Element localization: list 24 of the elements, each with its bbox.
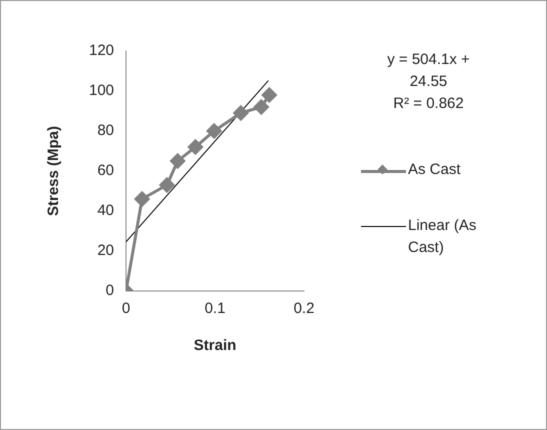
point [159, 178, 174, 192]
text: y = 504.1x + 24.55 [386, 50, 471, 92]
point [206, 124, 222, 138]
text: R² = 0.862 [392, 94, 465, 114]
y-axis-title: Stress (Mpa) [45, 126, 62, 216]
y-tick-label: 40 [97, 202, 114, 220]
y-tick-label: 60 [97, 162, 114, 180]
x-tick-label: 0.2 [294, 300, 314, 318]
point [188, 140, 203, 154]
point [262, 88, 277, 102]
y-tick-label: 120 [88, 42, 114, 60]
point [170, 154, 186, 168]
point [254, 100, 269, 114]
x-tick-label: 0 [122, 300, 130, 318]
y-tick-label: 20 [97, 242, 114, 260]
legend-label: As Cast [408, 160, 462, 180]
y-tick-label: 80 [97, 122, 114, 140]
point [134, 192, 150, 206]
x-tick-label: 0.1 [204, 300, 226, 318]
y-tick-label: 100 [88, 82, 114, 100]
y-tick-label: 0 [106, 282, 114, 300]
point [233, 106, 248, 120]
legend-label: Linear (As Cast) [408, 216, 478, 258]
x-axis-title: Strain [194, 337, 236, 354]
